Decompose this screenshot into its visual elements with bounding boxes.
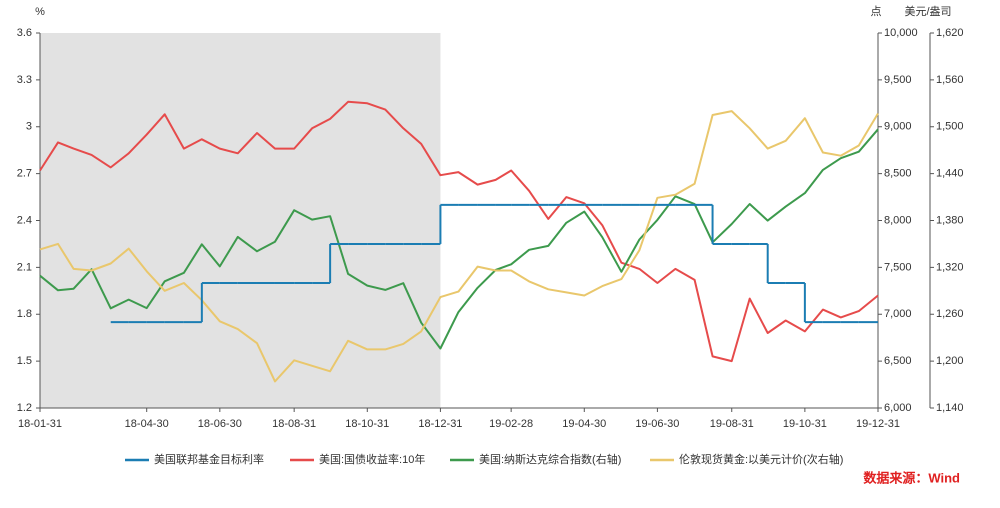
legend-label: 美国:国债收益率:10年	[319, 452, 425, 466]
x-tick-label: 18-10-31	[345, 418, 389, 430]
x-tick-label: 19-04-30	[562, 418, 606, 430]
y2-tick-label: 7,500	[884, 261, 912, 273]
shaded-period	[40, 33, 441, 408]
legend-label: 伦敦现货黄金:以美元计价(次右轴)	[679, 452, 843, 466]
y-tick-label: 1.2	[17, 402, 32, 414]
y3-tick-label: 1,260	[936, 308, 964, 320]
y2-tick-label: 9,500	[884, 74, 912, 86]
x-tick-label: 18-12-31	[418, 418, 462, 430]
y2-tick-label: 6,500	[884, 355, 912, 367]
y2-tick-label: 7,000	[884, 308, 912, 320]
y2-tick-label: 6,000	[884, 402, 912, 414]
y2-axis-unit: 点	[871, 5, 882, 18]
x-tick-label: 18-08-31	[272, 418, 316, 430]
y-tick-label: 3.6	[17, 27, 32, 39]
x-tick-label: 19-02-28	[489, 418, 533, 430]
y2-tick-label: 8,000	[884, 214, 912, 226]
y-tick-label: 2.4	[17, 214, 32, 226]
x-tick-label: 18-04-30	[125, 418, 169, 430]
legend-label: 美国:纳斯达克综合指数(右轴)	[479, 452, 621, 466]
y-tick-label: 3.3	[17, 74, 32, 86]
x-tick-label: 19-12-31	[856, 418, 900, 430]
x-tick-label: 18-01-31	[18, 418, 62, 430]
y2-tick-label: 9,000	[884, 121, 912, 133]
y3-tick-label: 1,500	[936, 121, 964, 133]
series-line	[39, 110, 879, 383]
y2-tick-label: 10,000	[884, 27, 918, 39]
source-note: 数据来源：Wind	[863, 470, 960, 485]
y-tick-label: 1.5	[17, 355, 32, 367]
x-tick-label: 19-08-31	[710, 418, 754, 430]
y-tick-label: 1.8	[17, 308, 32, 320]
y-tick-label: 3	[26, 121, 32, 133]
y3-axis-unit: 美元/盎司	[904, 4, 951, 18]
legend-label: 美国联邦基金目标利率	[154, 452, 264, 466]
y2-tick-label: 8,500	[884, 168, 912, 180]
series-line	[39, 128, 879, 350]
series-line	[39, 100, 879, 363]
x-tick-label: 18-06-30	[198, 418, 242, 430]
x-tick-label: 19-10-31	[783, 418, 827, 430]
y3-tick-label: 1,140	[936, 402, 964, 414]
y3-tick-label: 1,440	[936, 168, 964, 180]
y3-tick-label: 1,320	[936, 261, 964, 273]
y3-tick-label: 1,380	[936, 214, 964, 226]
y-tick-label: 2.1	[17, 261, 32, 273]
y3-tick-label: 1,200	[936, 355, 964, 367]
y-axis-unit: %	[35, 6, 45, 18]
y3-tick-label: 1,620	[936, 27, 964, 39]
y3-tick-label: 1,560	[936, 74, 964, 86]
x-tick-label: 19-06-30	[635, 418, 679, 430]
y-tick-label: 2.7	[17, 168, 32, 180]
